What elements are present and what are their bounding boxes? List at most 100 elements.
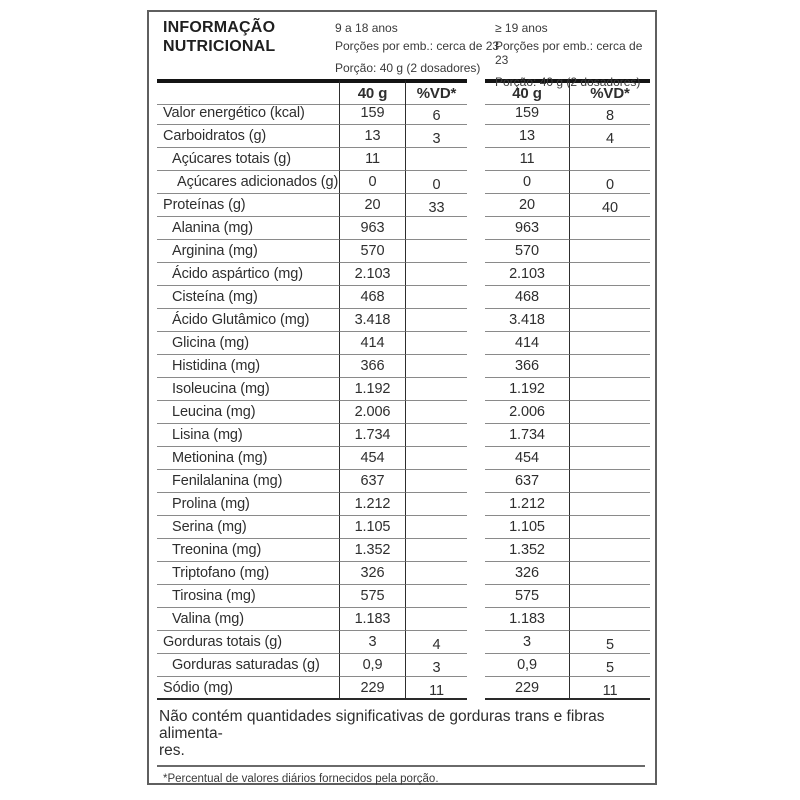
nutrition-label: INFORMAÇÃO NUTRICIONAL 9 a 18 anos Porçõ…	[147, 10, 657, 785]
row-label: Metionina (mg)	[157, 447, 340, 470]
value-quantity-9-18: 2.103	[340, 263, 406, 286]
value-dv-9-18	[406, 470, 467, 493]
column-gap	[467, 263, 485, 286]
column-gap	[467, 102, 485, 125]
row-label: Serina (mg)	[157, 516, 340, 539]
value-dv-9-18	[406, 263, 467, 286]
value-dv-19plus	[570, 378, 650, 401]
value-dv-9-18	[406, 240, 467, 263]
value-dv-19plus	[570, 240, 650, 263]
row-label: Ácido aspártico (mg)	[157, 263, 340, 286]
value-quantity-19plus: 468	[485, 286, 570, 309]
value-quantity-19plus: 2.103	[485, 263, 570, 286]
column-gap	[467, 79, 485, 102]
value-dv-9-18	[406, 516, 467, 539]
row-label: Gorduras totais (g)	[157, 631, 340, 654]
value-dv-9-18: 3	[406, 125, 467, 148]
value-quantity-19plus: 0,9	[485, 654, 570, 677]
row-label: Cisteína (mg)	[157, 286, 340, 309]
value-dv-9-18	[406, 562, 467, 585]
column-gap	[467, 286, 485, 309]
value-dv-19plus	[570, 332, 650, 355]
value-quantity-9-18: 1.105	[340, 516, 406, 539]
column-gap	[467, 562, 485, 585]
value-quantity-19plus: 1.183	[485, 608, 570, 631]
value-dv-9-18	[406, 286, 467, 309]
column-gap	[467, 125, 485, 148]
footer-note-line1: Não contém quantidades significativas de…	[159, 708, 605, 742]
column-gap	[467, 171, 485, 194]
value-quantity-9-18: 414	[340, 332, 406, 355]
value-dv-9-18	[406, 148, 467, 171]
value-quantity-9-18: 366	[340, 355, 406, 378]
value-quantity-19plus: 1.734	[485, 424, 570, 447]
value-dv-19plus	[570, 355, 650, 378]
column-gap	[467, 608, 485, 631]
header-nutrient-column	[157, 79, 340, 105]
column-gap	[467, 217, 485, 240]
value-dv-9-18	[406, 378, 467, 401]
value-quantity-9-18: 159	[340, 102, 406, 125]
value-quantity-19plus: 0	[485, 171, 570, 194]
value-dv-19plus	[570, 263, 650, 286]
value-quantity-9-18: 1.192	[340, 378, 406, 401]
value-quantity-9-18: 570	[340, 240, 406, 263]
row-label: Açúcares totais (g)	[157, 148, 340, 171]
value-dv-19plus	[570, 148, 650, 171]
value-quantity-19plus: 1.192	[485, 378, 570, 401]
value-dv-19plus	[570, 401, 650, 424]
value-quantity-19plus: 2.006	[485, 401, 570, 424]
row-label: Tirosina (mg)	[157, 585, 340, 608]
value-dv-9-18: 0	[406, 171, 467, 194]
value-dv-9-18: 6	[406, 102, 467, 125]
column-gap	[467, 677, 485, 700]
column-gap	[467, 654, 485, 677]
column-gap	[467, 585, 485, 608]
label-title-line1: INFORMAÇÃO	[163, 19, 276, 36]
value-quantity-19plus: 326	[485, 562, 570, 585]
row-label: Açúcares adicionados (g)	[157, 171, 340, 194]
column-gap	[467, 539, 485, 562]
value-quantity-19plus: 159	[485, 102, 570, 125]
portion-size: Porção: 40 g (2 dosadores)	[335, 61, 481, 75]
row-label: Valor energético (kcal)	[157, 102, 340, 125]
column-gap	[467, 447, 485, 470]
value-quantity-9-18: 0,9	[340, 654, 406, 677]
value-dv-19plus	[570, 585, 650, 608]
value-dv-19plus	[570, 424, 650, 447]
value-dv-19plus: 5	[570, 631, 650, 654]
value-quantity-9-18: 1.734	[340, 424, 406, 447]
column-gap	[467, 355, 485, 378]
value-dv-9-18: 33	[406, 194, 467, 217]
value-quantity-9-18: 637	[340, 470, 406, 493]
value-quantity-19plus: 229	[485, 677, 570, 700]
row-label: Alanina (mg)	[157, 217, 340, 240]
column-gap	[467, 332, 485, 355]
value-quantity-19plus: 414	[485, 332, 570, 355]
row-label: Proteínas (g)	[157, 194, 340, 217]
row-label: Fenilalanina (mg)	[157, 470, 340, 493]
value-quantity-9-18: 1.212	[340, 493, 406, 516]
row-label: Lisina (mg)	[157, 424, 340, 447]
value-quantity-9-18: 13	[340, 125, 406, 148]
value-dv-19plus	[570, 447, 650, 470]
header-dv-9-18: %VD*	[406, 79, 467, 105]
row-label: Glicina (mg)	[157, 332, 340, 355]
value-quantity-19plus: 575	[485, 585, 570, 608]
nutrition-table: 40 g %VD* 40 g %VD* Valor energético (kc…	[157, 79, 650, 700]
value-dv-9-18: 3	[406, 654, 467, 677]
value-quantity-9-18: 20	[340, 194, 406, 217]
value-dv-19plus: 5	[570, 654, 650, 677]
value-dv-19plus	[570, 539, 650, 562]
value-quantity-9-18: 3.418	[340, 309, 406, 332]
value-quantity-19plus: 637	[485, 470, 570, 493]
value-quantity-19plus: 1.352	[485, 539, 570, 562]
value-dv-9-18	[406, 332, 467, 355]
value-dv-9-18: 4	[406, 631, 467, 654]
footnote-divider	[157, 765, 645, 767]
age-range: ≥ 19 anos	[495, 21, 548, 35]
value-quantity-19plus: 3.418	[485, 309, 570, 332]
row-label: Valina (mg)	[157, 608, 340, 631]
age-group-info-19plus: ≥ 19 anos Porções por emb.: cerca de 23 …	[495, 21, 655, 89]
footer-note-line2: res.	[159, 742, 185, 759]
